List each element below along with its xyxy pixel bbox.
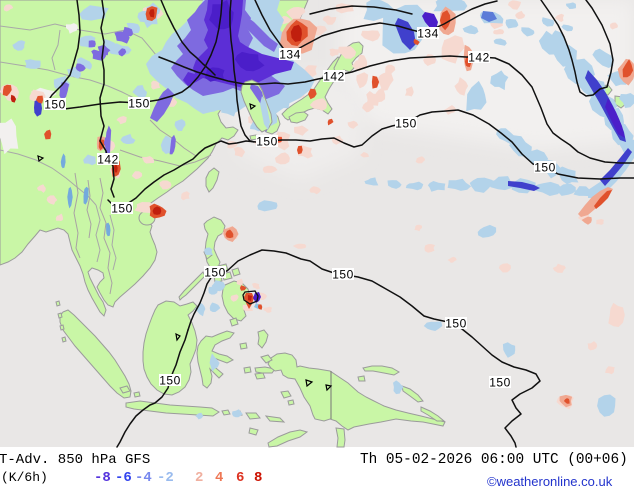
svg-text:150: 150 xyxy=(445,317,467,331)
svg-text:150: 150 xyxy=(395,117,417,131)
svg-text:-6: -6 xyxy=(115,470,132,486)
svg-text:-4: -4 xyxy=(135,470,152,486)
svg-text:-2: -2 xyxy=(157,470,174,486)
svg-text:134: 134 xyxy=(417,27,439,41)
svg-text:134: 134 xyxy=(279,48,301,62)
svg-text:4: 4 xyxy=(215,470,223,486)
svg-text:150: 150 xyxy=(159,374,181,388)
svg-text:150: 150 xyxy=(332,268,354,282)
svg-text:8: 8 xyxy=(254,470,262,486)
svg-text:142: 142 xyxy=(468,51,490,65)
svg-text:142: 142 xyxy=(323,70,345,84)
svg-text:-8: -8 xyxy=(94,470,111,486)
svg-text:150: 150 xyxy=(111,202,133,216)
svg-text:©weatheronline.co.uk: ©weatheronline.co.uk xyxy=(487,474,613,489)
svg-text:6: 6 xyxy=(236,470,244,486)
svg-text:150: 150 xyxy=(44,98,66,112)
svg-text:(K/6h): (K/6h) xyxy=(1,470,48,485)
svg-text:150: 150 xyxy=(204,266,226,280)
svg-text:150: 150 xyxy=(128,97,150,111)
svg-text:2: 2 xyxy=(195,470,203,486)
svg-text:150: 150 xyxy=(256,135,278,149)
svg-text:150: 150 xyxy=(489,376,511,390)
svg-text:T-Adv. 850 hPa GFS: T-Adv. 850 hPa GFS xyxy=(0,452,150,468)
svg-text:150: 150 xyxy=(534,161,556,175)
svg-text:Th 05-02-2026 06:00 UTC (00+06: Th 05-02-2026 06:00 UTC (00+06) xyxy=(360,452,628,468)
svg-text:142: 142 xyxy=(97,153,119,167)
